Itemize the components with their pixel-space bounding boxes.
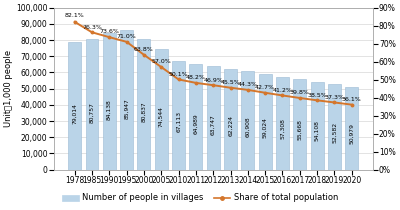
Text: 39.8%: 39.8% (290, 90, 310, 95)
Text: 57,308: 57,308 (280, 118, 285, 139)
Text: 36.1%: 36.1% (342, 97, 362, 102)
Share of total population (176, 78, 181, 81)
Bar (86, 39, 98, 170)
Text: 82.1%: 82.1% (65, 13, 84, 18)
Bar (293, 79, 306, 170)
Share of total population (124, 41, 129, 43)
Bar (189, 64, 202, 170)
Share of total population (72, 21, 77, 23)
Text: 84,138: 84,138 (107, 99, 112, 120)
Bar (241, 71, 254, 170)
Share of total population (107, 36, 112, 38)
Text: 79,014: 79,014 (72, 103, 77, 124)
Text: 85,947: 85,947 (124, 98, 129, 119)
Text: 52,582: 52,582 (332, 122, 337, 143)
Text: 62,224: 62,224 (228, 115, 233, 136)
Text: 76.3%: 76.3% (82, 25, 102, 30)
Text: 55,668: 55,668 (297, 119, 302, 140)
Text: 63.8%: 63.8% (134, 47, 154, 52)
Text: 42.7%: 42.7% (255, 85, 275, 90)
Bar (155, 49, 168, 170)
Bar (345, 87, 358, 170)
Line: Share of total population: Share of total population (74, 21, 353, 106)
Text: 48.2%: 48.2% (186, 75, 206, 80)
Share of total population (315, 99, 320, 102)
Text: 38.5%: 38.5% (307, 93, 327, 98)
Bar (68, 42, 81, 170)
Bar (138, 39, 150, 170)
Share of total population (332, 101, 337, 104)
Share of total population (228, 87, 233, 89)
Text: 54,108: 54,108 (314, 121, 320, 142)
Share of total population (349, 103, 354, 106)
Bar (328, 84, 341, 170)
Share of total population (194, 82, 198, 84)
Share of total population (142, 54, 146, 56)
Text: 80,757: 80,757 (90, 102, 94, 123)
Text: 63,747: 63,747 (211, 114, 216, 135)
Text: 46.9%: 46.9% (203, 77, 223, 83)
Share of total population (246, 89, 250, 91)
Share of total population (90, 31, 94, 34)
Bar (224, 69, 237, 170)
Text: 60,908: 60,908 (245, 116, 250, 136)
Text: 50,979: 50,979 (349, 123, 354, 144)
Text: 44.3%: 44.3% (238, 82, 258, 87)
Text: 71.0%: 71.0% (117, 34, 136, 39)
Share of total population (297, 97, 302, 99)
Text: 57.0%: 57.0% (151, 59, 171, 64)
Text: 74,544: 74,544 (159, 106, 164, 127)
Share of total population (280, 94, 285, 97)
Share of total population (211, 84, 216, 87)
Text: 50.1%: 50.1% (169, 72, 188, 77)
Text: 59,024: 59,024 (263, 117, 268, 138)
Text: 67,113: 67,113 (176, 111, 181, 132)
Share of total population (159, 66, 164, 68)
Bar (310, 82, 324, 170)
Bar (259, 74, 272, 170)
Text: 73.6%: 73.6% (99, 29, 119, 34)
Bar (103, 33, 116, 170)
Bar (276, 77, 289, 170)
Text: 80,837: 80,837 (142, 102, 146, 122)
Y-axis label: Unit：1,000 people: Unit：1,000 people (4, 50, 13, 127)
Text: 64,989: 64,989 (193, 113, 198, 134)
Bar (172, 61, 185, 170)
Text: 37.3%: 37.3% (324, 95, 344, 100)
Bar (120, 30, 133, 170)
Text: 45.5%: 45.5% (221, 80, 240, 85)
Text: 41.2%: 41.2% (272, 88, 292, 93)
Bar (207, 66, 220, 170)
Legend: Number of people in villages, Share of total population: Number of people in villages, Share of t… (59, 190, 341, 206)
Share of total population (263, 92, 268, 94)
